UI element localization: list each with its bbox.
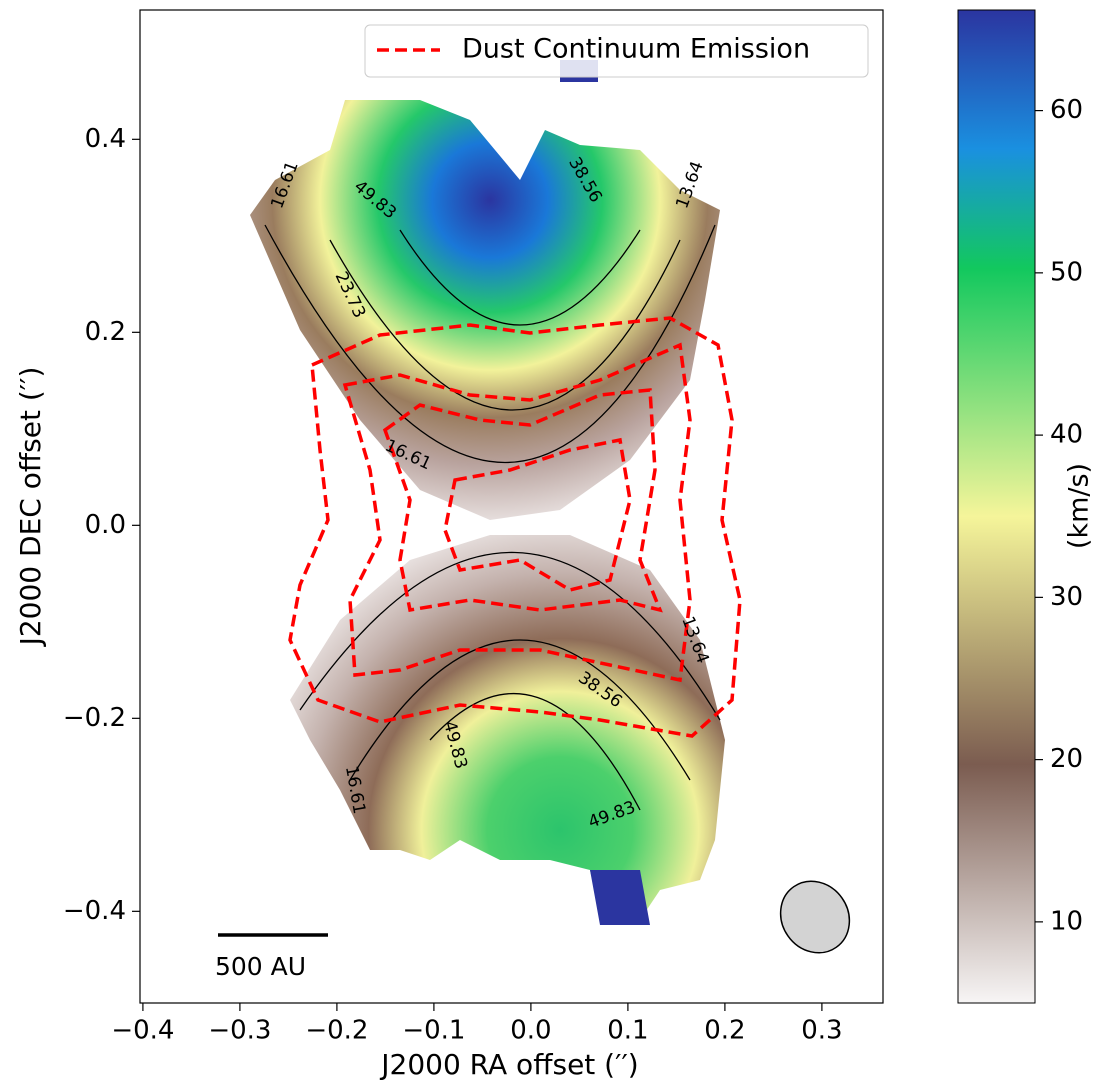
x-tick-label: −0.3 <box>208 1016 271 1046</box>
colorbar-tick-label: 30 <box>1050 582 1083 612</box>
chart: Dust Continuum Emission 500 AU (km/s) J2… <box>0 0 1099 1084</box>
x-tick-label: 0.2 <box>704 1016 745 1046</box>
legend: Dust Continuum Emission <box>365 25 868 77</box>
x-tick-label: −0.2 <box>305 1016 368 1046</box>
y-tick-label: −0.4 <box>63 896 126 926</box>
colorbar-tick-label: 20 <box>1050 744 1083 774</box>
colorbar-label: (km/s) <box>1064 463 1095 549</box>
y-tick-label: −0.2 <box>63 703 126 733</box>
y-tick-label: 0.0 <box>85 510 126 540</box>
colorbar-tick-label: 60 <box>1050 95 1083 125</box>
x-tick-label: 0.1 <box>607 1016 648 1046</box>
colorbar-tick-label: 40 <box>1050 420 1083 450</box>
page: {"chart_data":{"type":"image", "xlabel":… <box>0 0 1099 1084</box>
beam <box>767 868 864 966</box>
y-axis-label: J2000 DEC offset (′′) <box>14 367 47 648</box>
colorbar-tick-label: 10 <box>1050 906 1083 936</box>
legend-label: Dust Continuum Emission <box>462 34 810 65</box>
colorbar-tick-label: 50 <box>1050 257 1083 287</box>
upper-lobe <box>250 100 720 520</box>
y-tick-label: 0.4 <box>85 124 126 154</box>
colorbar <box>958 10 1035 1003</box>
x-axis-label: J2000 RA offset (′′) <box>379 1048 638 1081</box>
x-tick-label: −0.4 <box>111 1016 174 1046</box>
x-tick-label: 0.0 <box>510 1016 551 1046</box>
x-tick-label: −0.1 <box>402 1016 465 1046</box>
scale-bar-label: 500 AU <box>215 952 306 981</box>
velocity-map <box>250 60 740 925</box>
y-tick-label: 0.2 <box>85 317 126 347</box>
x-tick-label: 0.3 <box>801 1016 842 1046</box>
